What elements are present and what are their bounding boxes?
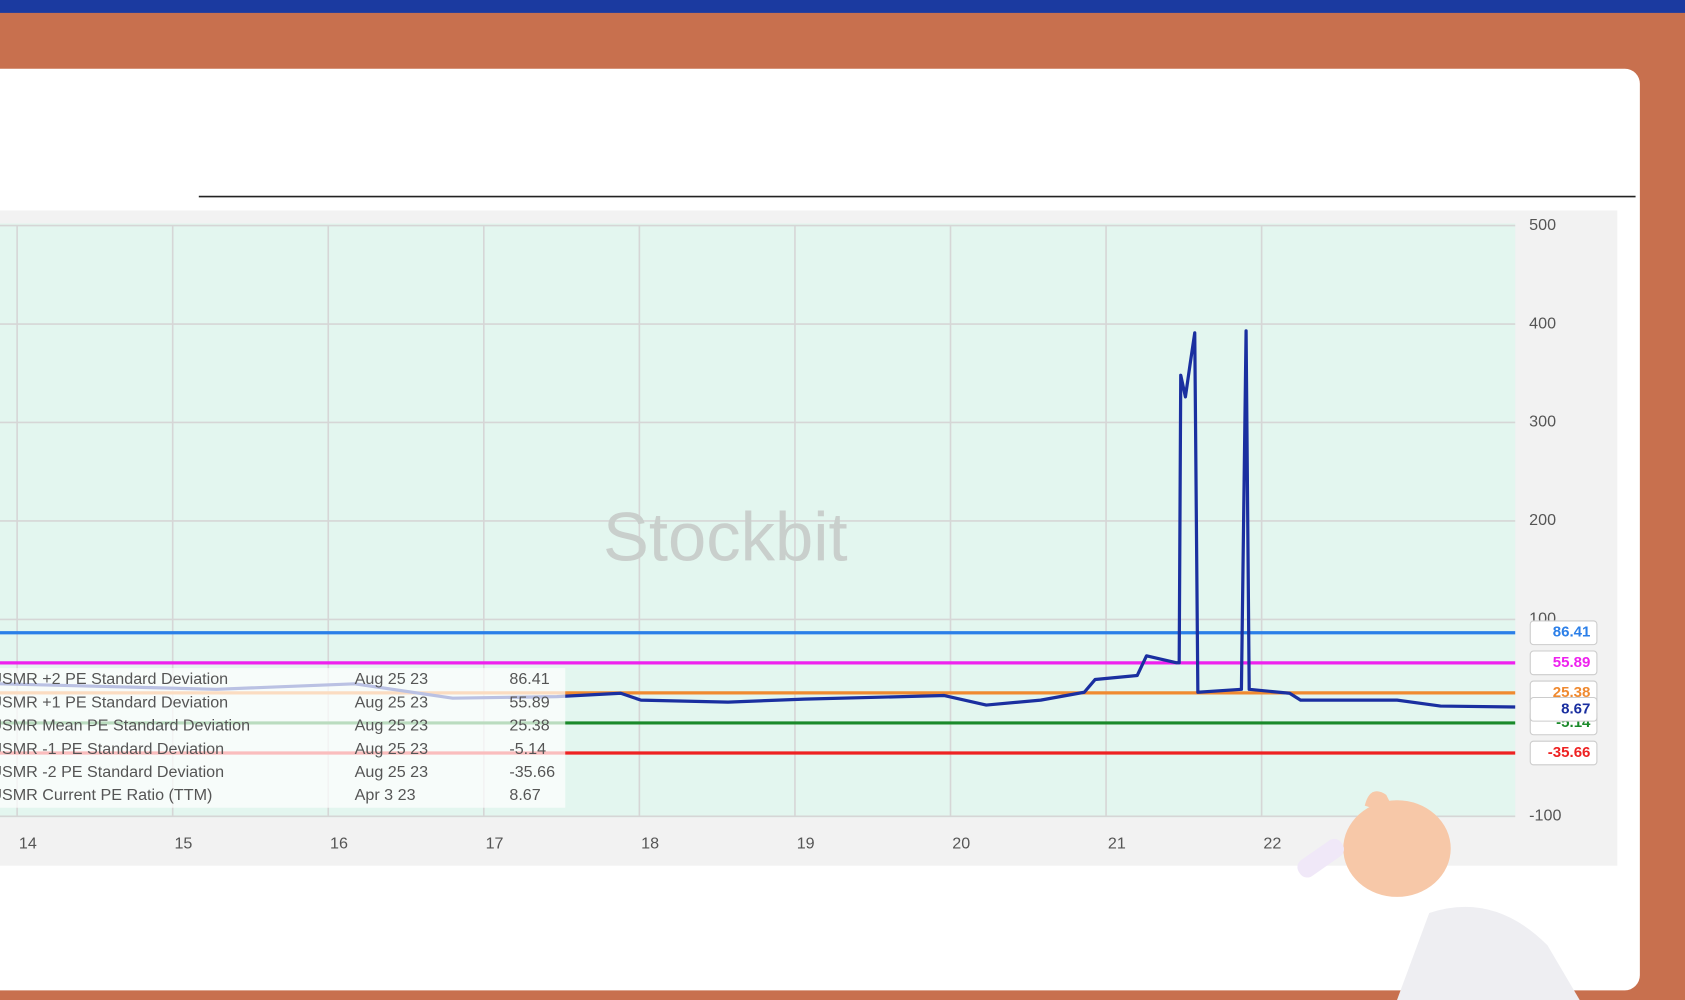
legend-name: USMR Mean PE Standard Deviation (0, 717, 250, 735)
legend-value: 55.89 (509, 693, 549, 711)
value-badge-label: 86.41 (1553, 624, 1591, 641)
legend-name: USMR -2 PE Standard Deviation (0, 763, 224, 781)
whiteboard-scene: 500400300200100-100141516171819202122 St… (0, 0, 1685, 1000)
legend-date: Apr 3 23 (355, 786, 416, 804)
legend-name: USMR Current PE Ratio (TTM) (0, 786, 212, 804)
x-tick-label: 15 (174, 835, 192, 853)
legend-name: USMR +1 PE Standard Deviation (0, 693, 228, 711)
legend-value: 8.67 (509, 786, 540, 804)
legend-date: Aug 25 23 (355, 693, 429, 711)
legend-name: USMR +2 PE Standard Deviation (0, 670, 228, 688)
x-tick-label: 17 (486, 835, 504, 853)
legend-date: Aug 25 23 (355, 740, 429, 758)
y-tick-label: 300 (1529, 413, 1556, 431)
y-tick-label: 400 (1529, 314, 1556, 332)
x-tick-label: 14 (19, 835, 37, 853)
value-badge-label: 8.67 (1561, 700, 1590, 717)
y-tick-label: 500 (1529, 216, 1556, 234)
value-badge-label: 55.89 (1553, 654, 1591, 671)
x-tick-label: 22 (1263, 835, 1281, 853)
y-tick-label: -100 (1529, 807, 1561, 825)
legend-value: 25.38 (509, 717, 549, 735)
y-tick-label: 200 (1529, 511, 1556, 529)
legend-value: -5.14 (509, 740, 546, 758)
x-tick-label: 21 (1108, 835, 1126, 853)
x-tick-label: 18 (641, 835, 659, 853)
legend-name: USMR -1 PE Standard Deviation (0, 740, 224, 758)
legend-date: Aug 25 23 (355, 670, 429, 688)
legend-date: Aug 25 23 (355, 717, 429, 735)
legend-date: Aug 25 23 (355, 763, 429, 781)
legend-value: 86.41 (509, 670, 549, 688)
x-tick-label: 20 (952, 835, 970, 853)
legend-value: -35.66 (509, 763, 555, 781)
x-tick-label: 19 (797, 835, 815, 853)
top-band (0, 0, 1685, 13)
x-tick-label: 16 (330, 835, 348, 853)
watermark: Stockbit (603, 499, 848, 576)
page: {"chart_data": { "type": "line", "waterm… (0, 0, 1685, 1000)
value-badge-label: -35.66 (1548, 744, 1591, 761)
